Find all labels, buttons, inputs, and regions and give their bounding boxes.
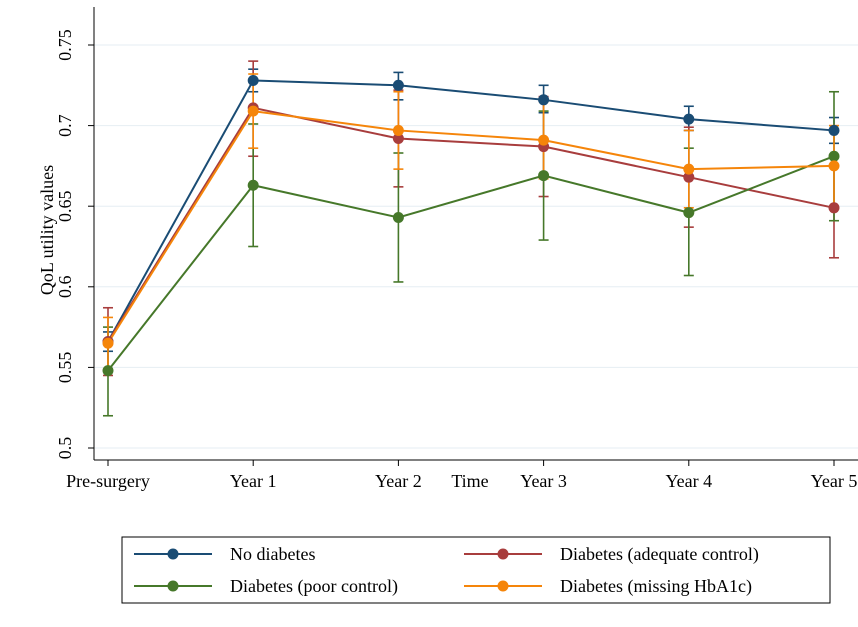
y-tick-label: 0.75 — [55, 29, 75, 61]
legend: No diabetes Diabetes (adequate control) Di… — [134, 544, 759, 597]
data-point — [247, 179, 259, 191]
x-tick-label: Year 4 — [665, 471, 712, 491]
legend-label: Diabetes (missing HbA1c) — [560, 576, 752, 597]
x-tick-label: Year 3 — [520, 471, 567, 491]
data-point — [392, 211, 404, 223]
data-point — [102, 337, 114, 349]
data-point — [538, 94, 550, 106]
series-line — [107, 106, 835, 343]
data-point — [683, 113, 695, 125]
y-tick-label: 0.55 — [55, 352, 75, 384]
x-tick-label: Year 1 — [230, 471, 277, 491]
data-point — [392, 124, 404, 136]
series-lines — [107, 79, 835, 372]
series-markers — [102, 74, 840, 377]
y-tick-label: 0.65 — [55, 190, 75, 222]
legend-swatch-marker — [497, 548, 509, 560]
x-tick-label: Year 2 — [375, 471, 422, 491]
data-point — [828, 150, 840, 162]
legend-label: Diabetes (poor control) — [230, 576, 398, 597]
legend-swatch-marker — [167, 580, 179, 592]
gridlines — [94, 44, 858, 449]
legend-swatch-marker — [497, 580, 509, 592]
x-axis-label: Time — [451, 471, 488, 491]
legend-label: Diabetes (adequate control) — [560, 544, 759, 565]
data-point — [392, 79, 404, 91]
y-axis-label: QoL utility values — [37, 165, 57, 295]
data-point — [828, 202, 840, 214]
data-point — [828, 160, 840, 172]
data-point — [828, 124, 840, 136]
legend-label: No diabetes — [230, 544, 315, 564]
data-point — [247, 74, 259, 86]
series-line — [107, 155, 835, 372]
data-point — [683, 207, 695, 219]
data-point — [683, 171, 695, 183]
legend-swatch-marker — [167, 548, 179, 560]
legend-box — [121, 536, 831, 604]
data-point — [538, 134, 550, 146]
data-point — [247, 105, 259, 117]
data-point — [538, 170, 550, 182]
x-tick-label: Year 5 — [811, 471, 858, 491]
x-tick-label: Pre-surgery — [66, 471, 150, 491]
data-point — [392, 132, 404, 144]
axes: 0.5 0.55 0.6 0.65 0.7 0.75 Pre-surgery Year 1 Ye… — [55, 7, 858, 491]
y-tick-label: 0.7 — [55, 114, 75, 137]
data-point — [102, 365, 114, 377]
series-line — [107, 79, 835, 343]
y-tick-label: 0.5 — [55, 437, 75, 460]
series-line — [107, 110, 835, 344]
plot-background — [94, 7, 858, 460]
y-tick-label: 0.6 — [55, 276, 75, 299]
data-point — [683, 163, 695, 175]
